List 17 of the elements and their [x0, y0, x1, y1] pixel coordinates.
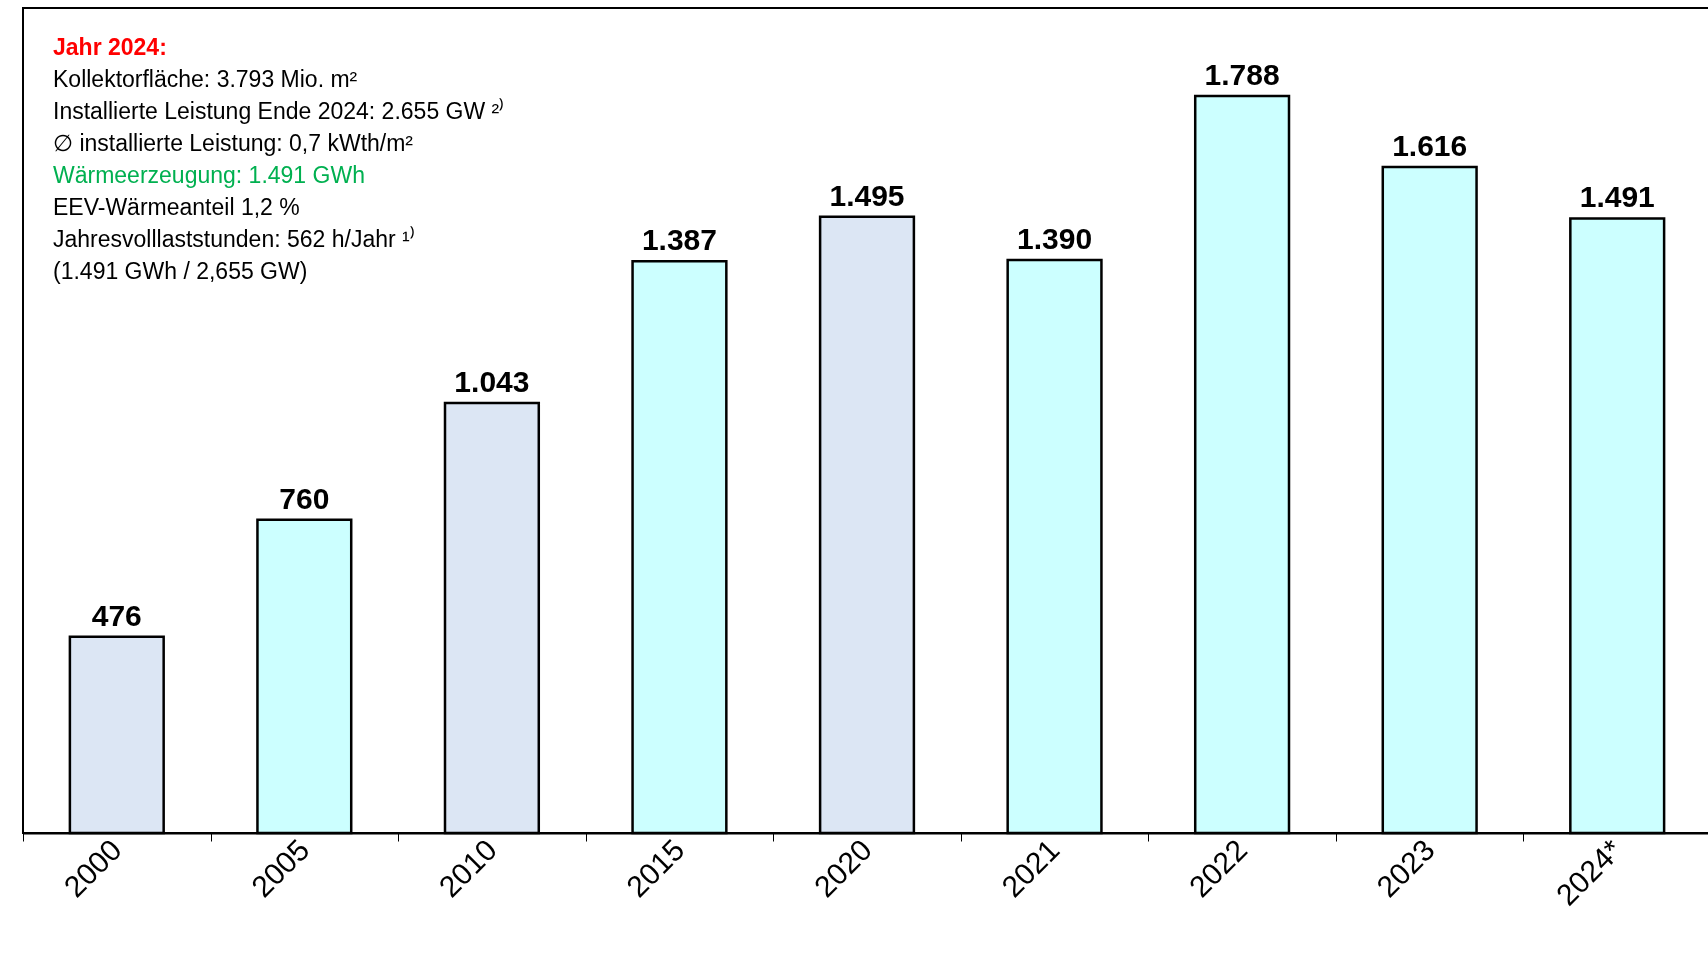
data-label: 760: [279, 481, 330, 515]
data-label: 1.491: [1579, 180, 1655, 214]
annotation: EEV-Wärmeanteil 1,2 %: [53, 194, 300, 220]
data-label: 1.390: [1017, 222, 1093, 256]
annotation: Wärmeerzeugung: 1.491 GWh: [53, 162, 365, 188]
annotation: Jahresvolllaststunden: 562 h/Jahr ¹⁾: [53, 226, 415, 252]
annotation: (1.491 GWh / 2,655 GW): [53, 258, 308, 284]
data-label: 1.495: [829, 178, 905, 212]
data-label: 1.788: [1204, 58, 1280, 91]
annotation: ∅ installierte Leistung: 0,7 kWth/m²: [53, 130, 414, 156]
data-label: 1.043: [454, 365, 530, 399]
data-label: 476: [91, 598, 142, 632]
text: Jahr 2024:: [53, 34, 167, 60]
data-label: 1.616: [1392, 128, 1468, 162]
text: Kollektorfläche: 3.793 Mio. m²: [53, 66, 358, 92]
data-label: 1.387: [641, 223, 717, 257]
annotation: Installierte Leistung Ende 2024: 2.655 GW ²⁾: [53, 98, 505, 124]
